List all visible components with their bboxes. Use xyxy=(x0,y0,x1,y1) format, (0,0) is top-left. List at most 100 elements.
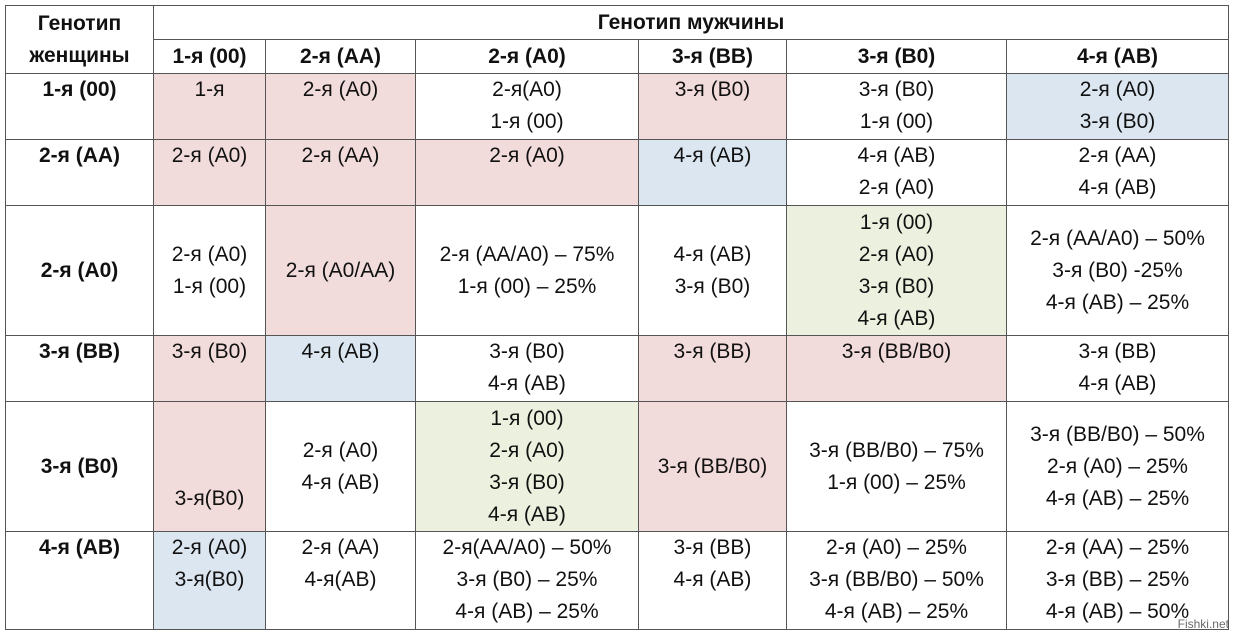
offspring-line: 3-я(В0) xyxy=(174,487,245,510)
offspring-line: 3-я (ВВ/В0) – 50% xyxy=(1030,422,1205,446)
offspring-cell: 2-я (АА) xyxy=(265,139,416,206)
watermark: Fishki.net xyxy=(1177,617,1229,631)
offspring-line: 4-я(АВ) xyxy=(304,568,377,591)
offspring-line: 2-я (А0) xyxy=(171,536,248,559)
column-header: 4-я (АВ) xyxy=(1006,39,1229,74)
offspring-line: 2-я (А0) – 25% xyxy=(1047,454,1188,478)
table-row: 1-я (00) 1-я 2-я (А0) 2-я(А0) 1-я (00) 3-я (В… xyxy=(5,73,1229,140)
column-header: 2-я (АА) xyxy=(265,39,416,74)
offspring-cell: 2-я(АА/А0) – 50% 3-я (В0) – 25% 4-я (АВ) –… xyxy=(415,531,639,630)
offspring-cell: 2-я (АА) 4-я(АВ) xyxy=(265,531,416,630)
offspring-cell: 1-я (00) 2-я (А0) 3-я (В0) 4-я (АВ) xyxy=(786,205,1007,336)
offspring-line: 2-я (А0) xyxy=(489,144,565,167)
offspring-line: 3-я (В0) xyxy=(1079,110,1156,133)
offspring-cell: 2-я (А0) xyxy=(415,139,639,206)
offspring-line: 1-я (00) xyxy=(490,406,564,430)
offspring-line: 2-я (А0) xyxy=(302,438,379,462)
female-genotype-label: 3-я (ВВ) xyxy=(5,335,154,402)
offspring-line: 3-я (В0) xyxy=(171,340,248,363)
offspring-cell: 4-я (АВ) xyxy=(265,335,416,402)
offspring-cell: 2-я (АА) 4-я (АВ) xyxy=(1006,139,1229,206)
offspring-line: 2-я(АА/А0) – 50% xyxy=(442,536,612,559)
female-genotype-label: 2-я (А0) xyxy=(5,205,154,336)
offspring-line: 2-я (А0) – 25% xyxy=(826,536,967,559)
offspring-cell: 2-я (А0/АА) xyxy=(265,205,416,336)
offspring-line: 2-я (АА) xyxy=(301,144,380,167)
offspring-cell: 3-я (В0) 1-я (00) xyxy=(786,73,1007,140)
offspring-cell: 4-я (АВ) xyxy=(638,139,787,206)
offspring-line: 4-я (АВ) – 25% xyxy=(455,600,599,623)
offspring-line: 4-я (АВ) xyxy=(488,502,566,526)
offspring-line: 2-я (А0) xyxy=(489,438,565,462)
female-genotype-label: 2-я (АА) xyxy=(5,139,154,206)
offspring-cell: 1-я (00) 2-я (А0) 3-я (В0) 4-я (АВ) xyxy=(415,401,639,532)
offspring-line: 2-я(А0) xyxy=(492,78,562,101)
offspring-cell: 3-я (ВВ/В0) – 50% 2-я (А0) – 25% 4-я (АВ) … xyxy=(1006,401,1229,532)
offspring-cell: 3-я (ВВ) 4-я (АВ) xyxy=(638,531,787,630)
offspring-cell: 2-я (А0) – 25% 3-я (ВВ/В0) – 50% 4-я (АВ) … xyxy=(786,531,1007,630)
offspring-line: 4-я (АВ) xyxy=(673,242,752,266)
offspring-line: 3-я (ВВ) xyxy=(673,536,752,559)
offspring-line: 3-я (ВВ/В0) xyxy=(841,340,952,363)
column-header: 3-я (ВВ) xyxy=(638,39,787,74)
offspring-line: 3-я (ВВ/В0) xyxy=(657,454,768,478)
offspring-cell: 3-я (В0) 4-я (АВ) xyxy=(415,335,639,402)
offspring-line: 2-я (АА/А0) – 75% xyxy=(439,242,615,266)
offspring-line: 2-я (АА) xyxy=(301,536,380,559)
offspring-line: 4-я (АВ) xyxy=(673,568,752,591)
offspring-line: 3-я (ВВ) xyxy=(673,340,752,363)
table-row: 3-я (В0) 3-я(В0) 2-я (А0) 4-я (АВ) 1-я (00) 2… xyxy=(5,401,1229,532)
column-header: 3-я (В0) xyxy=(786,39,1007,74)
column-header: 2-я (А0) xyxy=(415,39,639,74)
blood-type-inheritance-table: Генотип женщины Генотип мужчины 1-я (00)… xyxy=(5,5,1229,630)
offspring-line: 1-я (00) xyxy=(490,110,564,133)
corner-line-1: Генотип xyxy=(37,11,122,35)
offspring-cell: 2-я (А0) 3-я(В0) xyxy=(153,531,266,630)
offspring-line: 2-я (АА/А0) – 50% xyxy=(1030,226,1205,250)
offspring-line: 1-я (00) xyxy=(172,274,247,298)
offspring-line: 4-я (АВ) – 25% xyxy=(824,600,969,623)
offspring-line: 1-я xyxy=(194,78,225,101)
offspring-line: 2-я (А0/АА) xyxy=(285,258,396,282)
offspring-line: 4-я (АВ) xyxy=(301,340,380,363)
offspring-line: 2-я (А0) xyxy=(1079,78,1156,101)
offspring-cell: 3-я (ВВ) xyxy=(638,335,787,402)
offspring-line: 3-я(В0) xyxy=(174,568,245,591)
offspring-line: 2-я (А0) xyxy=(858,242,935,266)
offspring-line: 2-я (АА) xyxy=(1078,144,1157,167)
offspring-line: 4-я (АВ) – 50% xyxy=(1045,600,1190,623)
offspring-line: 1-я (00) – 25% xyxy=(827,470,966,494)
offspring-line: 3-я (ВВ/В0) – 75% xyxy=(809,438,984,462)
offspring-cell: 2-я (АА) – 25% 3-я (ВВ) – 25% 4-я (АВ) – 5… xyxy=(1006,531,1229,630)
offspring-line: 3-я (В0) – 25% xyxy=(456,568,598,591)
male-genotype-header: Генотип мужчины xyxy=(153,5,1229,40)
offspring-line: 4-я (АВ) – 25% xyxy=(1045,486,1190,510)
offspring-cell: 3-я (ВВ/В0) – 75% 1-я (00) – 25% xyxy=(786,401,1007,532)
table-row: 4-я (АВ) 2-я (А0) 3-я(В0) 2-я (АА) 4-я(АВ) 2-… xyxy=(5,531,1229,630)
female-genotype-header: Генотип женщины xyxy=(5,5,154,74)
offspring-line: 3-я (В0) xyxy=(489,340,565,363)
offspring-cell: 2-я (А0) xyxy=(265,73,416,140)
table-row: 2-я (А0) 2-я (А0) 1-я (00) 2-я (А0/АА) 2-я (… xyxy=(5,205,1229,336)
female-genotype-label: 1-я (00) xyxy=(5,73,154,140)
offspring-line: 2-я (А0) xyxy=(858,176,935,199)
offspring-line: 4-я (АВ) xyxy=(1078,372,1157,395)
offspring-line: 1-я (00) xyxy=(859,110,934,133)
offspring-cell: 3-я (ВВ) 4-я (АВ) xyxy=(1006,335,1229,402)
offspring-cell: 2-я (А0) 1-я (00) xyxy=(153,205,266,336)
offspring-line: 3-я (В0) xyxy=(674,274,751,298)
offspring-line: 2-я (А0) xyxy=(171,144,248,167)
offspring-cell: 1-я xyxy=(153,73,266,140)
offspring-line: 1-я (00) – 25% xyxy=(457,274,597,298)
offspring-cell: 2-я (А0) 4-я (АВ) xyxy=(265,401,416,532)
offspring-line: 4-я (АВ) xyxy=(301,470,380,494)
offspring-cell: 2-я (АА/А0) – 75% 1-я (00) – 25% xyxy=(415,205,639,336)
offspring-line: 3-я (В0) xyxy=(674,78,751,101)
offspring-line: 1-я (00) xyxy=(859,210,934,234)
offspring-line: 4-я (АВ) xyxy=(857,306,936,330)
offspring-line: 4-я (АВ) xyxy=(857,144,936,167)
offspring-cell: 3-я (В0) xyxy=(638,73,787,140)
offspring-line: 3-я (В0) xyxy=(489,470,565,494)
offspring-cell: 3-я (ВВ/В0) xyxy=(638,401,787,532)
offspring-cell: 2-я (А0) 3-я (В0) xyxy=(1006,73,1229,140)
